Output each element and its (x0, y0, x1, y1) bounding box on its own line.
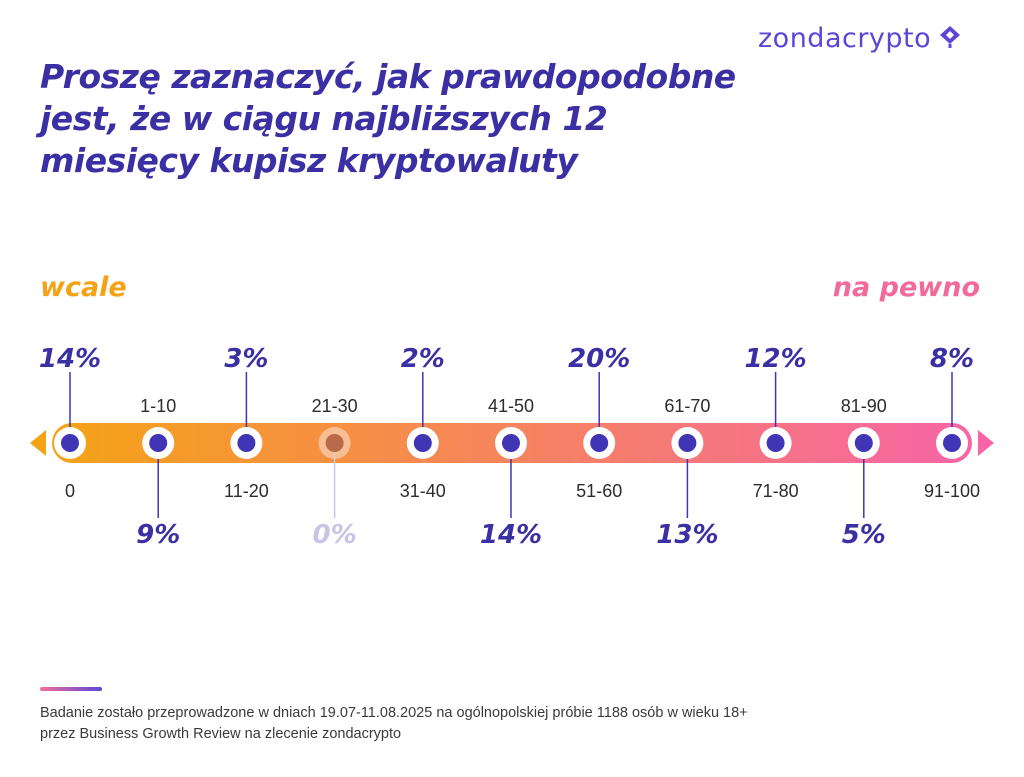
category-label: 41-50 (488, 396, 534, 416)
value-label: 14% (39, 344, 101, 374)
scale-label-min: wcale (40, 272, 127, 303)
scale-point (413, 434, 432, 452)
category-label: 61-70 (664, 396, 710, 416)
scale-point (61, 434, 79, 452)
scale-point (943, 434, 961, 452)
category-label: 11-20 (224, 481, 269, 501)
category-label: 71-80 (753, 481, 799, 501)
footnote-line-2: przez Business Growth Review na zlecenie… (40, 726, 402, 742)
category-label: 51-60 (576, 481, 622, 501)
value-label: 3% (224, 344, 268, 374)
category-label: 0 (65, 481, 75, 501)
category-label: 1-10 (140, 396, 176, 416)
scale-point (678, 434, 697, 452)
logo-text: zondacrypto (758, 23, 932, 54)
value-label: 12% (744, 344, 806, 374)
value-label: 8% (930, 344, 974, 374)
value-label: 2% (401, 344, 445, 374)
scale-label-max: na pewno (832, 272, 980, 303)
value-label: 5% (842, 520, 886, 550)
category-label: 21-30 (312, 396, 358, 416)
value-label: 13% (656, 520, 718, 550)
scale-point (237, 434, 256, 452)
value-label: 20% (568, 344, 630, 374)
page-title: Proszę zaznaczyć, jak prawdopodobne jest… (40, 57, 736, 180)
scale-point (325, 434, 344, 452)
survey-footnote: Badanie zostało przeprowadzone w dniach … (40, 703, 860, 745)
footer-accent-line (40, 687, 102, 691)
scale-point (149, 434, 168, 452)
scale-point (502, 434, 520, 452)
category-label: 31-40 (400, 481, 446, 501)
likelihood-scale-chart: 0 14% 1-10 9% 11-20 3% 21-30 0% 31-40 2% 41-50 14% 5… (30, 344, 994, 550)
category-label: 91-100 (924, 481, 980, 501)
value-label: 0% (313, 520, 357, 550)
scale-point (766, 434, 785, 452)
scale-point (854, 434, 873, 452)
scale-point (590, 434, 609, 452)
value-label: 9% (136, 520, 180, 550)
footnote-line-1: Badanie zostało przeprowadzone w dniach … (40, 705, 748, 721)
zondacrypto-mark-icon (937, 22, 963, 55)
value-label: 14% (480, 520, 542, 550)
scale-arrow-left (30, 430, 46, 456)
category-label: 81-90 (841, 396, 887, 416)
brand-logo: zondacrypto (758, 22, 963, 55)
scale-arrow-right (978, 430, 994, 456)
